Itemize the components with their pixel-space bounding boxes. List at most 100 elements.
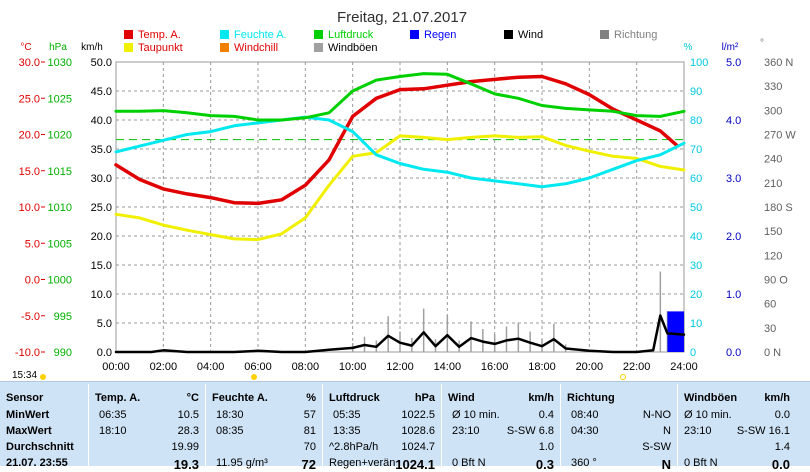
sun-marker-icon: [40, 374, 46, 380]
temp-min-value: 10.5: [177, 409, 199, 421]
temp-tick: 20.0: [19, 130, 40, 142]
humidity-tick: 90: [690, 86, 702, 98]
x-tick-label: 14:00: [434, 361, 462, 372]
legend-swatch: [410, 30, 419, 39]
rain-bar: [667, 311, 684, 352]
humidity-tick: 60: [690, 173, 702, 185]
wind-header: Wind: [448, 392, 475, 404]
legend-swatch: [314, 43, 323, 52]
humidity-tick: 80: [690, 115, 702, 127]
rain-tick: 2.0: [726, 231, 741, 243]
temp-column: Temp. A. °C 06:35 10.5 18:10 28.3 19.99 …: [89, 382, 205, 472]
wind-tick: 40.0: [91, 115, 112, 127]
direction-header: Richtung: [567, 392, 615, 404]
row-label-min: MinWert: [6, 409, 50, 421]
legend-swatch: [600, 30, 609, 39]
legend: Temp. A.Taupunkt Feuchte A.Windchill Luftd…: [124, 29, 657, 54]
pressure-tick: 1030: [48, 57, 72, 69]
pressure-tick: 990: [54, 347, 72, 359]
legend-swatch: [220, 30, 229, 39]
axes: °C hPa km/h% l/m² ° 30.0 25.0 20.0 15.0 10.0 5.0 0.…: [15, 38, 796, 359]
temp-tick: 0.0: [25, 275, 40, 287]
humidity-tick: 40: [690, 231, 702, 243]
gusts-max-time: 23:10: [684, 425, 712, 437]
legend-label: Windchill: [234, 42, 278, 54]
wind-tick: 5.0: [97, 318, 112, 330]
legend-label: Luftdruck: [328, 29, 374, 41]
rain-axis-unit: l/m²: [722, 42, 739, 53]
pressure-trend: ^2.8hPa/h: [329, 441, 379, 453]
legend-swatch: [124, 30, 133, 39]
legend-label: Wind: [518, 29, 543, 41]
humidity-unit: %: [306, 392, 316, 404]
humidity-axis-unit: %: [684, 42, 693, 53]
direction-tick: 90 O: [764, 275, 788, 287]
summary-table: Sensor MinWert MaxWert Durchschnitt 21.0…: [0, 381, 810, 472]
pressure-tick: 1025: [48, 93, 72, 105]
legend-label: Feuchte A.: [234, 29, 287, 41]
wind-tick: 50.0: [91, 57, 112, 69]
humidity-absolute: 11.95 g/m³: [216, 457, 268, 469]
legend-label: Richtung: [614, 29, 657, 41]
x-tick-label: 20:00: [576, 361, 604, 372]
legend-swatch: [124, 43, 133, 52]
chart-title: Freitag, 21.07.2017: [337, 9, 467, 26]
direction-max-time: 04:30: [571, 425, 599, 437]
x-tick-label: 22:00: [623, 361, 651, 372]
direction-tick: 330: [764, 81, 782, 93]
temp-tick: -10.0: [15, 347, 40, 359]
direction-avg-value: S-SW: [642, 441, 671, 453]
wind-tick: 15.0: [91, 260, 112, 272]
rain-tick: 1.0: [726, 289, 741, 301]
series-line-luftdruck: [114, 72, 686, 122]
direction-degrees: 360 °: [571, 457, 597, 469]
pressure-min-time: 05:35: [333, 409, 361, 421]
x-tick-label: 04:00: [197, 361, 225, 372]
pressure-max-value: 1028.6: [401, 425, 435, 437]
direction-tick: 240: [764, 154, 782, 166]
direction-tick: 0 N: [764, 347, 781, 359]
wind-max-value: S-SW 6.8: [506, 425, 554, 437]
direction-tick: 270 W: [764, 130, 796, 142]
rain-tick: 0.0: [726, 347, 741, 359]
direction-tick: 360 N: [764, 57, 793, 69]
wind-avg-label: Ø 10 min.: [452, 409, 500, 421]
x-tick-label: 10:00: [339, 361, 367, 372]
direction-axis-unit: °: [760, 38, 764, 49]
temp-unit: °C: [186, 392, 199, 404]
wind-beaufort: 0 Bft N: [452, 457, 486, 469]
wind-unit: km/h: [528, 392, 554, 404]
humidity-tick: 100: [690, 57, 708, 69]
series-line-taupunkt: [114, 134, 686, 242]
direction-min-value: N-NO: [642, 409, 671, 421]
humidity-min-time: 18:30: [216, 409, 244, 421]
sunrise-marker-icon: [251, 374, 257, 380]
series-line-temp--a-: [114, 74, 679, 206]
pressure-column: Luftdruck hPa 05:35 1022.5 13:35 1028.6 …: [323, 382, 441, 472]
gusts-avg-value: 1.4: [774, 441, 790, 453]
series-marks: [114, 72, 686, 354]
wind-tick: 45.0: [91, 86, 112, 98]
gusts-unit: km/h: [764, 392, 790, 404]
temp-tick: 5.0: [25, 238, 40, 250]
direction-max-value: N: [663, 425, 671, 437]
rain-tick: 4.0: [726, 115, 741, 127]
sensor-column: Sensor MinWert MaxWert Durchschnitt 21.0…: [0, 382, 88, 469]
direction-tick: 120: [764, 250, 782, 262]
wind-avg10-value: 0.4: [538, 409, 554, 421]
legend-label: Taupunkt: [138, 42, 183, 54]
temp-min-time: 06:35: [99, 409, 127, 421]
x-tick-label: 02:00: [150, 361, 178, 372]
gusts-avg-label: Ø 10 min.: [684, 409, 732, 421]
series-line-feuchte-a-: [114, 115, 686, 189]
gusts-header: Windböen: [684, 392, 738, 404]
row-label-max: MaxWert: [6, 425, 52, 437]
gusts-avg10-value: 0.0: [774, 409, 790, 421]
temp-avg-value: 19.99: [171, 441, 199, 453]
humidity-max-time: 08:35: [216, 425, 244, 437]
direction-column: Richtung 08:40 N-NO 04:30 N S-SW 360 ° N: [561, 382, 677, 472]
temp-tick: 15.0: [19, 166, 40, 178]
legend-swatch: [504, 30, 513, 39]
direction-min-time: 08:40: [571, 409, 599, 421]
wind-max-time: 23:10: [452, 425, 480, 437]
